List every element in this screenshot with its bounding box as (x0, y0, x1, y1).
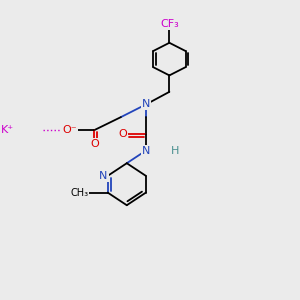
Text: CH₃: CH₃ (70, 188, 88, 198)
Text: N: N (142, 100, 150, 110)
Text: N: N (99, 171, 108, 181)
Text: O⁻: O⁻ (62, 125, 77, 135)
Text: CF₃: CF₃ (160, 19, 179, 29)
Text: H: H (171, 146, 179, 156)
Text: K⁺: K⁺ (1, 125, 14, 135)
Text: N: N (142, 146, 150, 156)
Text: O: O (90, 139, 99, 149)
Text: O: O (118, 129, 127, 139)
